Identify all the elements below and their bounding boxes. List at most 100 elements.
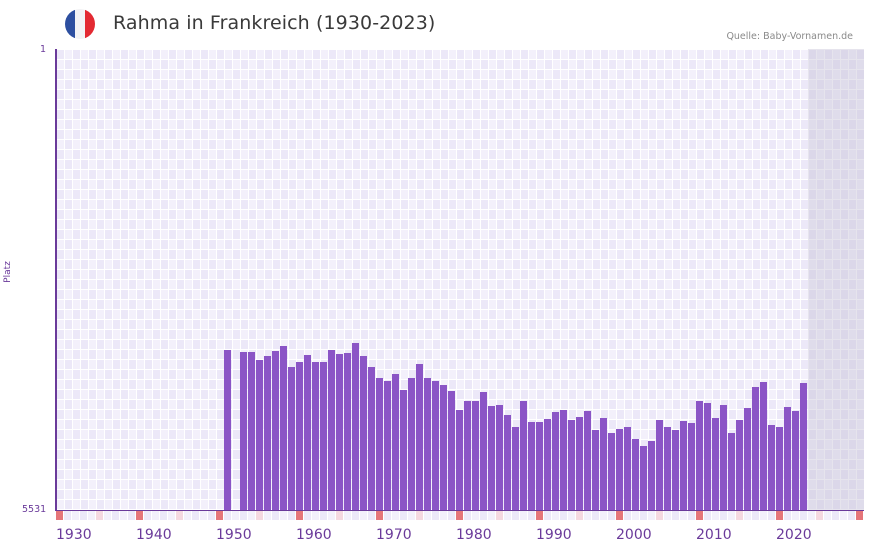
bar-1985[interactable]	[496, 405, 503, 510]
bar-1998[interactable]	[600, 418, 607, 510]
bar-1966[interactable]	[344, 353, 351, 510]
bar-1967[interactable]	[352, 343, 359, 510]
bar-1953[interactable]	[240, 352, 247, 510]
grid-cell	[665, 80, 672, 89]
grid-cell	[665, 410, 672, 419]
bar-2008[interactable]	[680, 421, 687, 510]
bar-1994[interactable]	[568, 420, 575, 510]
bar-1993[interactable]	[560, 410, 567, 510]
bar-1960[interactable]	[296, 362, 303, 510]
bar-1962[interactable]	[312, 362, 319, 510]
bar-1996[interactable]	[584, 411, 591, 510]
bar-1974[interactable]	[408, 378, 415, 510]
bar-1997[interactable]	[592, 430, 599, 510]
bar-2000[interactable]	[616, 429, 623, 510]
grid-cell	[249, 230, 256, 239]
grid-cell	[233, 360, 240, 369]
bar-1995[interactable]	[576, 417, 583, 510]
grid-cell	[809, 390, 816, 399]
bar-1954[interactable]	[248, 352, 255, 510]
bar-2005[interactable]	[656, 420, 663, 510]
bar-2011[interactable]	[704, 403, 711, 510]
bar-1981[interactable]	[464, 401, 471, 510]
bar-2006[interactable]	[664, 427, 671, 510]
grid-cell	[609, 130, 616, 139]
bar-2014[interactable]	[728, 433, 735, 510]
bar-2007[interactable]	[672, 430, 679, 510]
bar-1957[interactable]	[272, 351, 279, 510]
bar-2010[interactable]	[696, 401, 703, 510]
grid-cell	[169, 220, 176, 229]
bar-1999[interactable]	[608, 433, 615, 510]
grid-cell	[585, 360, 592, 369]
grid-cell	[297, 180, 304, 189]
grid-cell	[721, 150, 728, 159]
bar-1968[interactable]	[360, 356, 367, 510]
bar-2020[interactable]	[776, 427, 783, 510]
bar-1982[interactable]	[472, 401, 479, 510]
grid-cell	[297, 290, 304, 299]
bar-1987[interactable]	[512, 427, 519, 510]
bar-1991[interactable]	[544, 419, 551, 510]
grid-cell	[153, 430, 160, 439]
bar-2017[interactable]	[752, 387, 759, 510]
grid-cell	[313, 240, 320, 249]
bar-1973[interactable]	[400, 390, 407, 510]
grid-cell	[713, 250, 720, 259]
grid-cell	[225, 160, 232, 169]
bar-2019[interactable]	[768, 425, 775, 510]
bar-2002[interactable]	[632, 439, 639, 510]
grid-cell	[209, 180, 216, 189]
bar-1959[interactable]	[288, 367, 295, 510]
bar-2003[interactable]	[640, 446, 647, 510]
bar-1972[interactable]	[392, 374, 399, 510]
grid-cell	[825, 440, 832, 449]
bar-2015[interactable]	[736, 420, 743, 510]
bar-1977[interactable]	[432, 381, 439, 510]
bar-2001[interactable]	[624, 427, 631, 510]
grid-cell	[313, 340, 320, 349]
bar-1971[interactable]	[384, 381, 391, 510]
bar-1955[interactable]	[256, 360, 263, 510]
bar-2023[interactable]	[800, 383, 807, 510]
grid-cell	[281, 280, 288, 289]
bar-1986[interactable]	[504, 415, 511, 510]
bar-1992[interactable]	[552, 412, 559, 510]
bar-1979[interactable]	[448, 391, 455, 510]
bar-1989[interactable]	[528, 422, 535, 510]
grid-cell	[713, 260, 720, 269]
bar-2012[interactable]	[712, 418, 719, 510]
bar-1951[interactable]	[224, 350, 231, 510]
bar-1958[interactable]	[280, 346, 287, 510]
bar-2004[interactable]	[648, 441, 655, 510]
bar-2016[interactable]	[744, 408, 751, 510]
bar-2013[interactable]	[720, 405, 727, 510]
bar-1963[interactable]	[320, 362, 327, 510]
bar-2021[interactable]	[784, 407, 791, 510]
grid-cell	[233, 170, 240, 179]
bar-1965[interactable]	[336, 354, 343, 510]
bar-1964[interactable]	[328, 350, 335, 510]
bar-1975[interactable]	[416, 364, 423, 510]
grid-cell	[553, 270, 560, 279]
bar-1976[interactable]	[424, 378, 431, 510]
grid-cell	[129, 300, 136, 309]
bar-1984[interactable]	[488, 406, 495, 510]
grid-cell	[657, 350, 664, 359]
bar-1990[interactable]	[536, 422, 543, 510]
grid-cell	[577, 230, 584, 239]
bar-2009[interactable]	[688, 423, 695, 510]
bar-1970[interactable]	[376, 378, 383, 510]
bar-2022[interactable]	[792, 411, 799, 510]
grid-cell	[577, 160, 584, 169]
bar-1980[interactable]	[456, 410, 463, 510]
bar-1961[interactable]	[304, 355, 311, 510]
bar-1956[interactable]	[264, 356, 271, 510]
bar-1983[interactable]	[480, 392, 487, 510]
bar-2018[interactable]	[760, 382, 767, 510]
grid-cell	[569, 350, 576, 359]
grid-cell	[665, 220, 672, 229]
bar-1978[interactable]	[440, 385, 447, 510]
bar-1969[interactable]	[368, 367, 375, 510]
bar-1988[interactable]	[520, 401, 527, 510]
